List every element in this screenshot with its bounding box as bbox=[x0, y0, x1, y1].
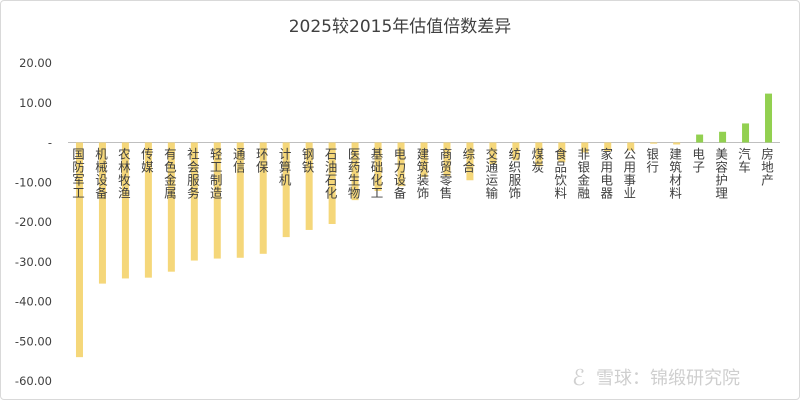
category-label: 计算机 bbox=[279, 147, 292, 188]
bar bbox=[305, 142, 313, 230]
category-label: 建筑装饰 bbox=[417, 147, 430, 201]
bar bbox=[351, 142, 359, 201]
bar bbox=[466, 142, 474, 181]
category-label: 石油石化 bbox=[325, 147, 338, 201]
category-label: 环保 bbox=[256, 147, 269, 175]
bar bbox=[489, 142, 497, 165]
y-tick-label: -30.00 bbox=[15, 255, 52, 269]
category-label: 交通运输 bbox=[486, 147, 499, 201]
bar bbox=[719, 131, 727, 143]
category-label: 基础化工 bbox=[371, 147, 384, 201]
category-label: 美容护理 bbox=[715, 147, 728, 201]
category-label: 纺织服饰 bbox=[509, 147, 522, 201]
bar bbox=[535, 142, 543, 167]
bar bbox=[512, 142, 520, 161]
watermark: ℰ 雪球：锦缎研究院 bbox=[572, 366, 740, 391]
category-label: 国防军工 bbox=[72, 147, 85, 201]
bar bbox=[604, 142, 612, 152]
axis-layer: 20.00 10.00 - -10.00 -20.00 -30.00 -40.00 -50.0… bbox=[15, 56, 780, 388]
bar bbox=[121, 142, 129, 279]
bar bbox=[282, 142, 290, 238]
y-tick-label: 10.00 bbox=[19, 96, 52, 110]
category-label: 煤炭 bbox=[532, 147, 545, 175]
category-label: 建筑材料 bbox=[669, 147, 682, 201]
y-tick-label: -60.00 bbox=[15, 374, 52, 388]
bar bbox=[144, 142, 152, 278]
chart-title: 2025较2015年估值倍数差异 bbox=[289, 17, 512, 37]
category-label: 食品饮料 bbox=[555, 147, 568, 201]
category-label: 汽车 bbox=[738, 147, 751, 175]
bar bbox=[420, 142, 428, 178]
y-tick-label: - bbox=[48, 136, 52, 150]
category-label: 商贸零售 bbox=[440, 147, 453, 201]
category-label: 医药生物 bbox=[348, 147, 361, 201]
category-label: 非银金融 bbox=[578, 147, 591, 201]
bar bbox=[650, 142, 658, 144]
bar bbox=[673, 142, 681, 145]
watermark-text: 雪球：锦缎研究院 bbox=[596, 368, 740, 389]
bar bbox=[374, 142, 382, 191]
watermark-logo-icon: ℰ bbox=[572, 366, 585, 391]
bar bbox=[765, 93, 773, 143]
category-label: 电力设备 bbox=[394, 147, 407, 201]
category-label: 家用电器 bbox=[600, 147, 613, 201]
category-label: 综合 bbox=[463, 147, 476, 175]
category-label: 通信 bbox=[233, 147, 246, 175]
category-label: 轻工制造 bbox=[210, 147, 223, 201]
category-label: 社会服务 bbox=[187, 147, 200, 201]
bar bbox=[328, 142, 336, 224]
bar bbox=[696, 134, 704, 143]
bar bbox=[742, 123, 750, 143]
bar-layer bbox=[75, 93, 773, 358]
bar bbox=[443, 142, 451, 177]
bar bbox=[581, 142, 589, 153]
category-label: 公用事业 bbox=[623, 147, 636, 201]
bar bbox=[213, 142, 221, 259]
bar bbox=[259, 142, 267, 254]
category-label: 机械设备 bbox=[95, 147, 108, 201]
bar bbox=[627, 142, 635, 151]
category-label: 农林牧渔 bbox=[118, 147, 131, 201]
y-tick-label: -50.00 bbox=[15, 334, 52, 348]
category-label: 电子 bbox=[692, 147, 705, 175]
bar bbox=[75, 142, 83, 358]
category-label: 传媒 bbox=[141, 147, 154, 175]
label-layer: 国防军工机械设备农林牧渔传媒有色金属社会服务轻工制造通信环保计算机钢铁石油石化医… bbox=[72, 147, 774, 201]
bar bbox=[190, 142, 198, 261]
bar bbox=[167, 142, 175, 272]
bar bbox=[397, 142, 405, 187]
category-label: 房地产 bbox=[761, 147, 774, 188]
bar bbox=[236, 142, 244, 258]
y-tick-label: 20.00 bbox=[19, 56, 52, 70]
bar bbox=[98, 142, 106, 284]
category-label: 有色金属 bbox=[164, 147, 177, 201]
bar bbox=[558, 142, 566, 163]
y-tick-label: -40.00 bbox=[15, 295, 52, 309]
y-tick-label: -10.00 bbox=[15, 175, 52, 189]
category-label: 钢铁 bbox=[302, 147, 315, 175]
category-label: 银行 bbox=[646, 147, 659, 175]
y-tick-label: -20.00 bbox=[15, 215, 52, 229]
